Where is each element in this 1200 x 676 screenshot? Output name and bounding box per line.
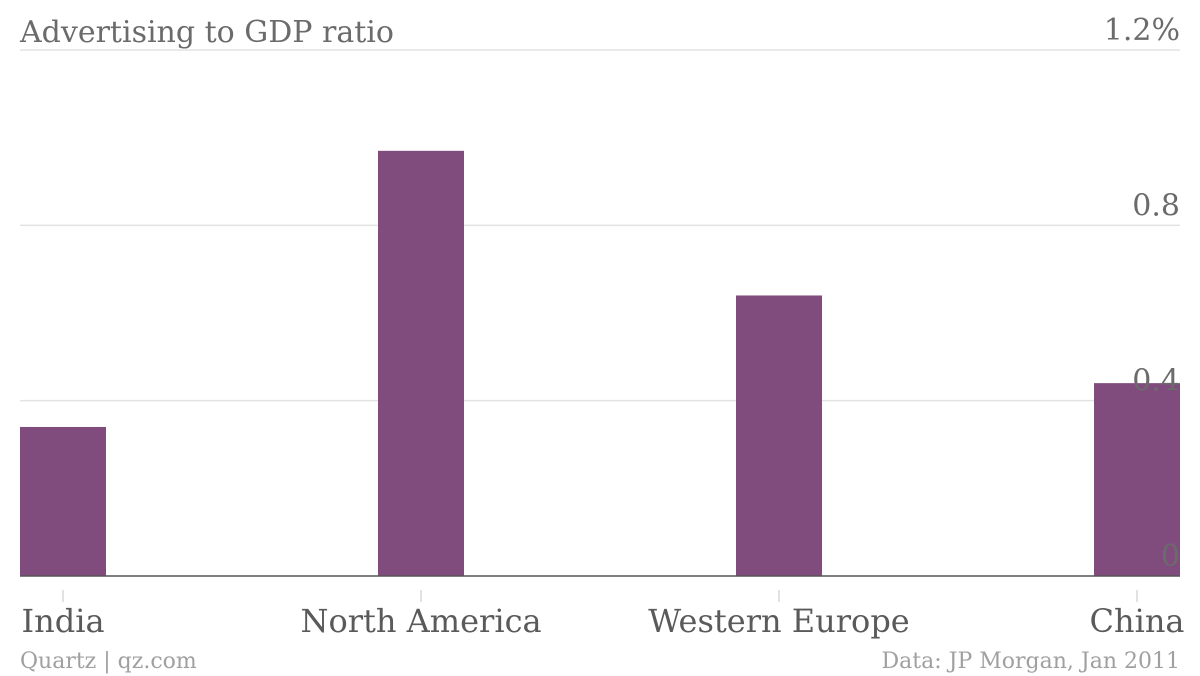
bar-north-america xyxy=(378,150,464,577)
x-category-label: China xyxy=(1089,602,1184,640)
bars xyxy=(20,150,1180,577)
y-tick-label: 0.8 xyxy=(1132,188,1180,223)
data-source: Data: JP Morgan, Jan 2011 xyxy=(882,649,1180,674)
bar-western-europe xyxy=(736,295,822,576)
y-tick-label: 0 xyxy=(1161,539,1180,574)
bar-china xyxy=(1094,383,1180,576)
source-credit: Quartz | qz.com xyxy=(20,649,197,674)
y-tick-label: 0.4 xyxy=(1132,364,1180,399)
bar-india xyxy=(20,426,106,576)
chart-title: Advertising to GDP ratio xyxy=(19,15,394,50)
x-category-label: North America xyxy=(300,602,541,640)
y-tick-label: 1.2% xyxy=(1104,13,1180,48)
grid-lines xyxy=(20,49,1180,402)
axes: 0 0.4 0.8 1.2% India North America Western Eur… xyxy=(20,13,1185,640)
x-category-label: Western Europe xyxy=(648,602,909,640)
x-category-label: India xyxy=(21,602,104,640)
